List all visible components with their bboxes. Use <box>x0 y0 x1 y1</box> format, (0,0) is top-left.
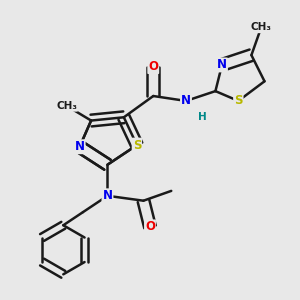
Text: N: N <box>181 94 191 107</box>
Text: S: S <box>133 139 141 152</box>
Text: CH₃: CH₃ <box>56 101 77 111</box>
Text: O: O <box>148 60 158 73</box>
Text: N: N <box>103 189 112 202</box>
Text: CH₃: CH₃ <box>251 22 272 32</box>
Text: O: O <box>145 220 155 233</box>
Text: H: H <box>198 112 207 122</box>
Text: S: S <box>234 94 243 107</box>
Text: N: N <box>217 58 227 71</box>
Text: N: N <box>75 140 85 153</box>
